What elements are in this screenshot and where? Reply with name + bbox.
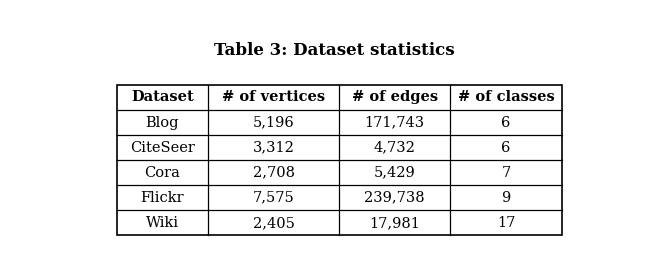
Text: Wiki: Wiki [146,216,179,230]
Text: 17: 17 [497,216,515,230]
Text: Dataset: Dataset [131,90,194,104]
Text: 6: 6 [501,141,511,154]
Text: CiteSeer: CiteSeer [130,141,195,154]
Text: # of vertices: # of vertices [222,90,325,104]
Text: # of edges: # of edges [351,90,438,104]
Text: 6: 6 [501,116,511,130]
Text: 5,196: 5,196 [252,116,295,130]
Text: 171,743: 171,743 [364,116,425,130]
Text: 7: 7 [501,166,511,180]
Text: 2,405: 2,405 [252,216,295,230]
Text: Blog: Blog [145,116,179,130]
Text: 7,575: 7,575 [252,191,295,205]
Text: Table 3: Dataset statistics: Table 3: Dataset statistics [214,42,454,59]
Text: Flickr: Flickr [141,191,184,205]
Text: Cora: Cora [144,166,181,180]
Text: 9: 9 [501,191,511,205]
Text: 2,708: 2,708 [252,166,295,180]
Text: 17,981: 17,981 [369,216,421,230]
Text: 239,738: 239,738 [364,191,425,205]
Text: 3,312: 3,312 [252,141,295,154]
Text: # of classes: # of classes [458,90,554,104]
Text: 4,732: 4,732 [374,141,416,154]
Text: 5,429: 5,429 [374,166,416,180]
